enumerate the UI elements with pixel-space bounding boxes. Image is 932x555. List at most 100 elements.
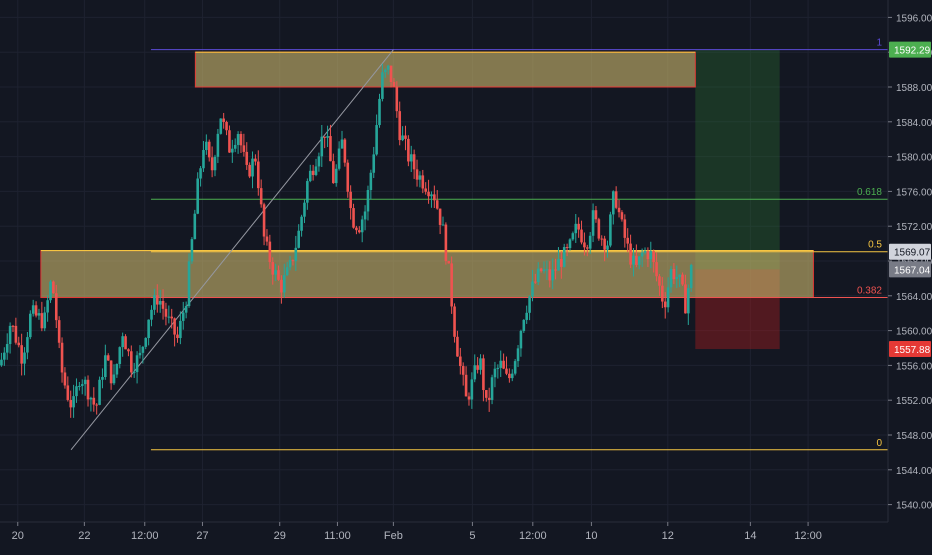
candle-body [355,227,358,231]
candle-body [106,355,110,361]
candle-body [435,200,439,209]
candle-body [663,301,667,308]
candle-body [14,325,18,343]
candle-body [176,334,179,339]
candle-body [666,287,670,308]
candle-body [17,342,21,346]
candle-body [433,194,436,201]
candle-body [115,363,119,375]
candle-body [40,313,44,329]
candle-body [661,285,664,302]
candle-body [421,175,425,189]
candle-body [98,379,101,405]
candle-body [0,359,3,366]
candle-body [213,156,217,171]
fib-level-label: 0.382 [857,286,882,297]
price-label-text: 1567.04 [894,265,931,276]
candle-body [124,336,127,350]
y-tick-label: 1576.00 [896,187,932,198]
candle-body [34,305,38,316]
candle-body [531,281,534,297]
candle-body [31,305,35,314]
x-tick-label: 12:00 [519,530,547,542]
candle-body [571,233,575,240]
candle-body [629,243,632,265]
candle-body [606,245,609,250]
candle-body [239,134,243,146]
candle-body [568,239,572,249]
candle-body [118,347,122,364]
candle-body [130,351,133,373]
candle-body [66,385,70,400]
candle-body [493,368,497,378]
candle-body [574,223,578,234]
y-tick-label: 1540.00 [896,501,932,512]
y-tick-label: 1548.00 [896,431,932,442]
candle-body [179,320,182,339]
candle-body [57,320,61,343]
candle-body [360,219,364,233]
candle-body [282,275,286,293]
candle-body [297,230,301,248]
candle-body [135,355,139,373]
candle-body [8,325,12,345]
candle-body [464,374,468,397]
candle-body [202,150,205,169]
candle-body [611,191,615,215]
x-tick-label: 12 [662,530,674,542]
candle-body [577,223,580,230]
candle-body [294,247,298,262]
candle-body [424,188,427,192]
candle-body [326,136,329,138]
candle-body [11,325,15,327]
candle-body [196,178,199,214]
candle-body [635,255,638,265]
candle-body [141,346,145,353]
candle-body [542,269,546,272]
candle-body [164,308,168,317]
candle-body [190,239,194,262]
candle-body [222,118,225,122]
candle-body [418,175,422,180]
candle-body [626,237,630,244]
candle-body [482,358,485,391]
candle-body [444,224,448,262]
candle-body [52,281,55,294]
price-label-text: 1557.88 [894,345,931,356]
x-axis-panel [0,522,932,550]
candle-body [78,385,81,387]
candle-body [306,181,309,203]
candle-body [392,82,396,87]
candle-body [467,396,471,400]
candle-body [548,269,552,281]
candle-body [487,397,491,400]
candle-body [516,348,520,362]
candle-body [89,397,93,400]
candle-body [121,336,124,348]
candle-body [655,262,658,277]
candle-body [248,164,251,177]
candle-body [334,168,338,184]
candle-body [438,208,442,225]
candle-body [86,379,90,400]
candle-body [104,355,107,378]
candle-body [505,368,508,374]
candle-body [378,98,381,126]
y-tick-label: 1560.00 [896,327,932,338]
candle-body [150,309,153,320]
candle-body [652,251,655,263]
candle-body [340,139,344,149]
x-tick-label: 12:00 [131,530,159,542]
candle-body [262,204,266,237]
x-tick-label: 12:00 [794,530,822,542]
candle-body [617,207,621,213]
candle-body [167,316,171,318]
candle-body [560,259,563,267]
candle-body [153,295,156,310]
price-label-text: 1569.07 [894,248,931,259]
candle-body [450,263,453,307]
fib-level-label: 1 [876,38,882,49]
y-tick-label: 1552.00 [896,396,932,407]
